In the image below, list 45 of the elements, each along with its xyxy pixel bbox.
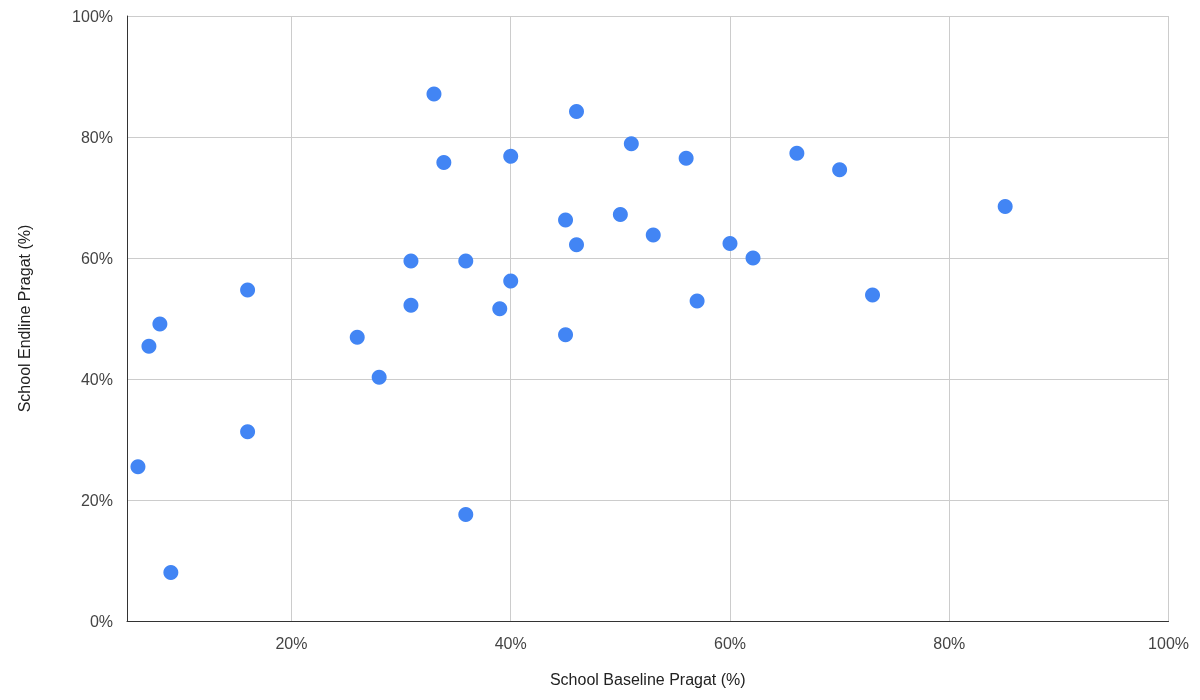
point [689, 293, 705, 309]
point [240, 424, 256, 440]
x-tick-label: 60% [713, 634, 747, 652]
point [569, 104, 585, 120]
y-tick-label: 0% [89, 612, 113, 630]
point [426, 86, 442, 102]
y-tick-label: 80% [80, 128, 113, 146]
x-axis-title: School Baseline Pragat (%) [549, 670, 746, 688]
point [789, 145, 805, 161]
y-tick-label: 100% [72, 7, 113, 25]
point [832, 162, 848, 178]
point [403, 253, 419, 269]
point [458, 507, 474, 523]
point [865, 287, 881, 303]
point [558, 212, 574, 228]
point [492, 301, 508, 317]
point [612, 206, 628, 222]
point [678, 150, 694, 166]
y-axis-title: School Endline Pragat (%) [15, 224, 33, 413]
point [569, 237, 585, 253]
point [558, 327, 574, 343]
point [130, 459, 146, 475]
y-tick-label: 40% [80, 370, 113, 388]
point [645, 227, 661, 243]
x-tick-label: 20% [275, 634, 308, 652]
point [503, 148, 519, 164]
point [997, 199, 1013, 215]
point [371, 369, 387, 385]
point [141, 338, 157, 354]
point [152, 316, 168, 332]
y-tick-label: 60% [80, 249, 113, 267]
point [503, 273, 519, 289]
point [349, 329, 365, 345]
point [163, 565, 179, 581]
y-tick-label: 20% [80, 491, 113, 509]
x-tick-label: 80% [933, 634, 966, 652]
x-tick-label: 100% [1148, 634, 1189, 652]
point [403, 297, 419, 313]
x-tick-label: 40% [494, 634, 527, 652]
point [458, 253, 474, 269]
point [240, 282, 256, 298]
point [745, 250, 761, 266]
point [623, 136, 639, 152]
point [722, 235, 738, 251]
point [436, 154, 452, 170]
